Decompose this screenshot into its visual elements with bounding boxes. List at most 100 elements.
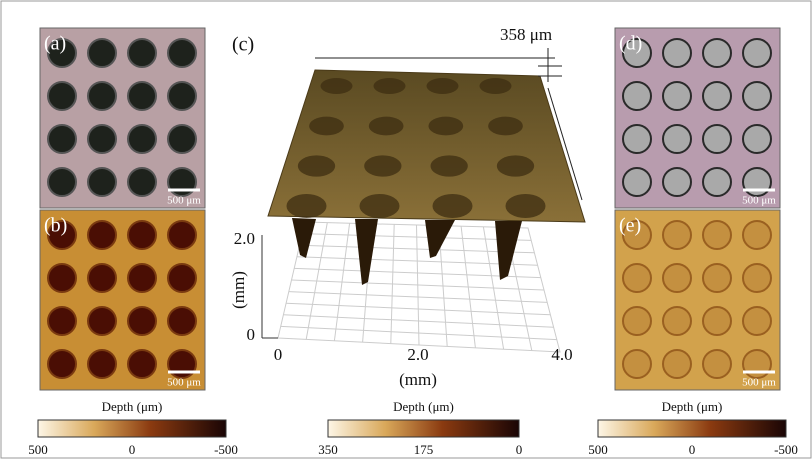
well [663,350,691,378]
well [168,350,196,378]
well [88,350,116,378]
well [48,82,76,110]
panel-label: (b) [44,215,67,237]
well [168,82,196,110]
well [321,78,353,94]
colorbar-tick-label: 500 [28,442,48,457]
micrograph-panel: (e) 500 μm [615,210,780,390]
x-tick-label: 0 [274,345,283,364]
well [663,264,691,292]
well [168,221,196,249]
well [743,82,771,110]
well [497,155,534,176]
colorbar-tick-label: 0 [689,442,696,457]
well [88,125,116,153]
spike [495,221,522,280]
well [128,82,156,110]
well [433,194,473,218]
well [168,125,196,153]
micrograph-panel: (a) 500 μm [40,28,205,208]
well [743,39,771,67]
well [623,168,651,196]
well [128,350,156,378]
colorbar-title: Depth (μm) [662,399,723,414]
figure: (a) 500 μm (b) 500 μm (d) 500 μm (e) 500 μm (c)… [0,0,812,459]
well [743,125,771,153]
well [429,117,464,136]
well [360,194,400,218]
well [48,264,76,292]
well [623,82,651,110]
well [663,39,691,67]
colorbar [38,420,226,437]
well [48,307,76,335]
well [48,125,76,153]
well [663,125,691,153]
panel-label: (e) [619,215,641,237]
well [287,194,327,218]
well [703,350,731,378]
well [743,307,771,335]
well [703,125,731,153]
well [427,78,459,94]
well [168,39,196,67]
well [128,307,156,335]
well [703,264,731,292]
x-axis-label: (mm) [399,370,437,389]
well [431,155,468,176]
spike [355,219,378,285]
well [743,350,771,378]
well [743,168,771,196]
well [298,155,335,176]
well [364,155,401,176]
panel-label: (d) [619,33,642,55]
well [703,39,731,67]
well [663,82,691,110]
scale-bar-label: 500 μm [167,377,201,389]
well [128,168,156,196]
colorbar-tick-label: 175 [414,442,434,457]
well [703,82,731,110]
scale-bar-label: 500 μm [742,195,776,207]
well [374,78,406,94]
well [128,264,156,292]
z-axis-label: (mm) [229,271,248,309]
well [703,307,731,335]
well [168,168,196,196]
micrograph-panel: (b) 500 μm [40,210,205,390]
height-label: 358 μm [500,25,552,44]
well [703,168,731,196]
x-tick-label: 4.0 [551,345,572,364]
scale-bar-label: 500 μm [167,195,201,207]
well [88,168,116,196]
well [663,168,691,196]
colorbar-tick-label: 350 [318,442,338,457]
well [623,264,651,292]
spike [425,220,455,258]
colorbar-tick-label: 0 [129,442,136,457]
well [663,307,691,335]
well [703,221,731,249]
panel-label: (a) [44,33,66,55]
well [128,221,156,249]
colorbar-title: Depth (μm) [393,399,454,414]
well [88,307,116,335]
colorbar-tick-label: 500 [588,442,608,457]
well [88,264,116,292]
well [480,78,512,94]
well [743,221,771,249]
scale-bar-label: 500 μm [742,377,776,389]
well [88,39,116,67]
colorbar-tick-label: -500 [774,442,798,457]
well [88,221,116,249]
well [623,350,651,378]
well [743,264,771,292]
surface-plot: (c) 358 μm 2.0 0 (mm) 0 2.0 4.0 (mm) [229,25,585,389]
well [663,221,691,249]
well [168,264,196,292]
well [506,194,546,218]
panel-label: (c) [232,34,254,56]
well [128,125,156,153]
well [309,117,344,136]
well [48,168,76,196]
